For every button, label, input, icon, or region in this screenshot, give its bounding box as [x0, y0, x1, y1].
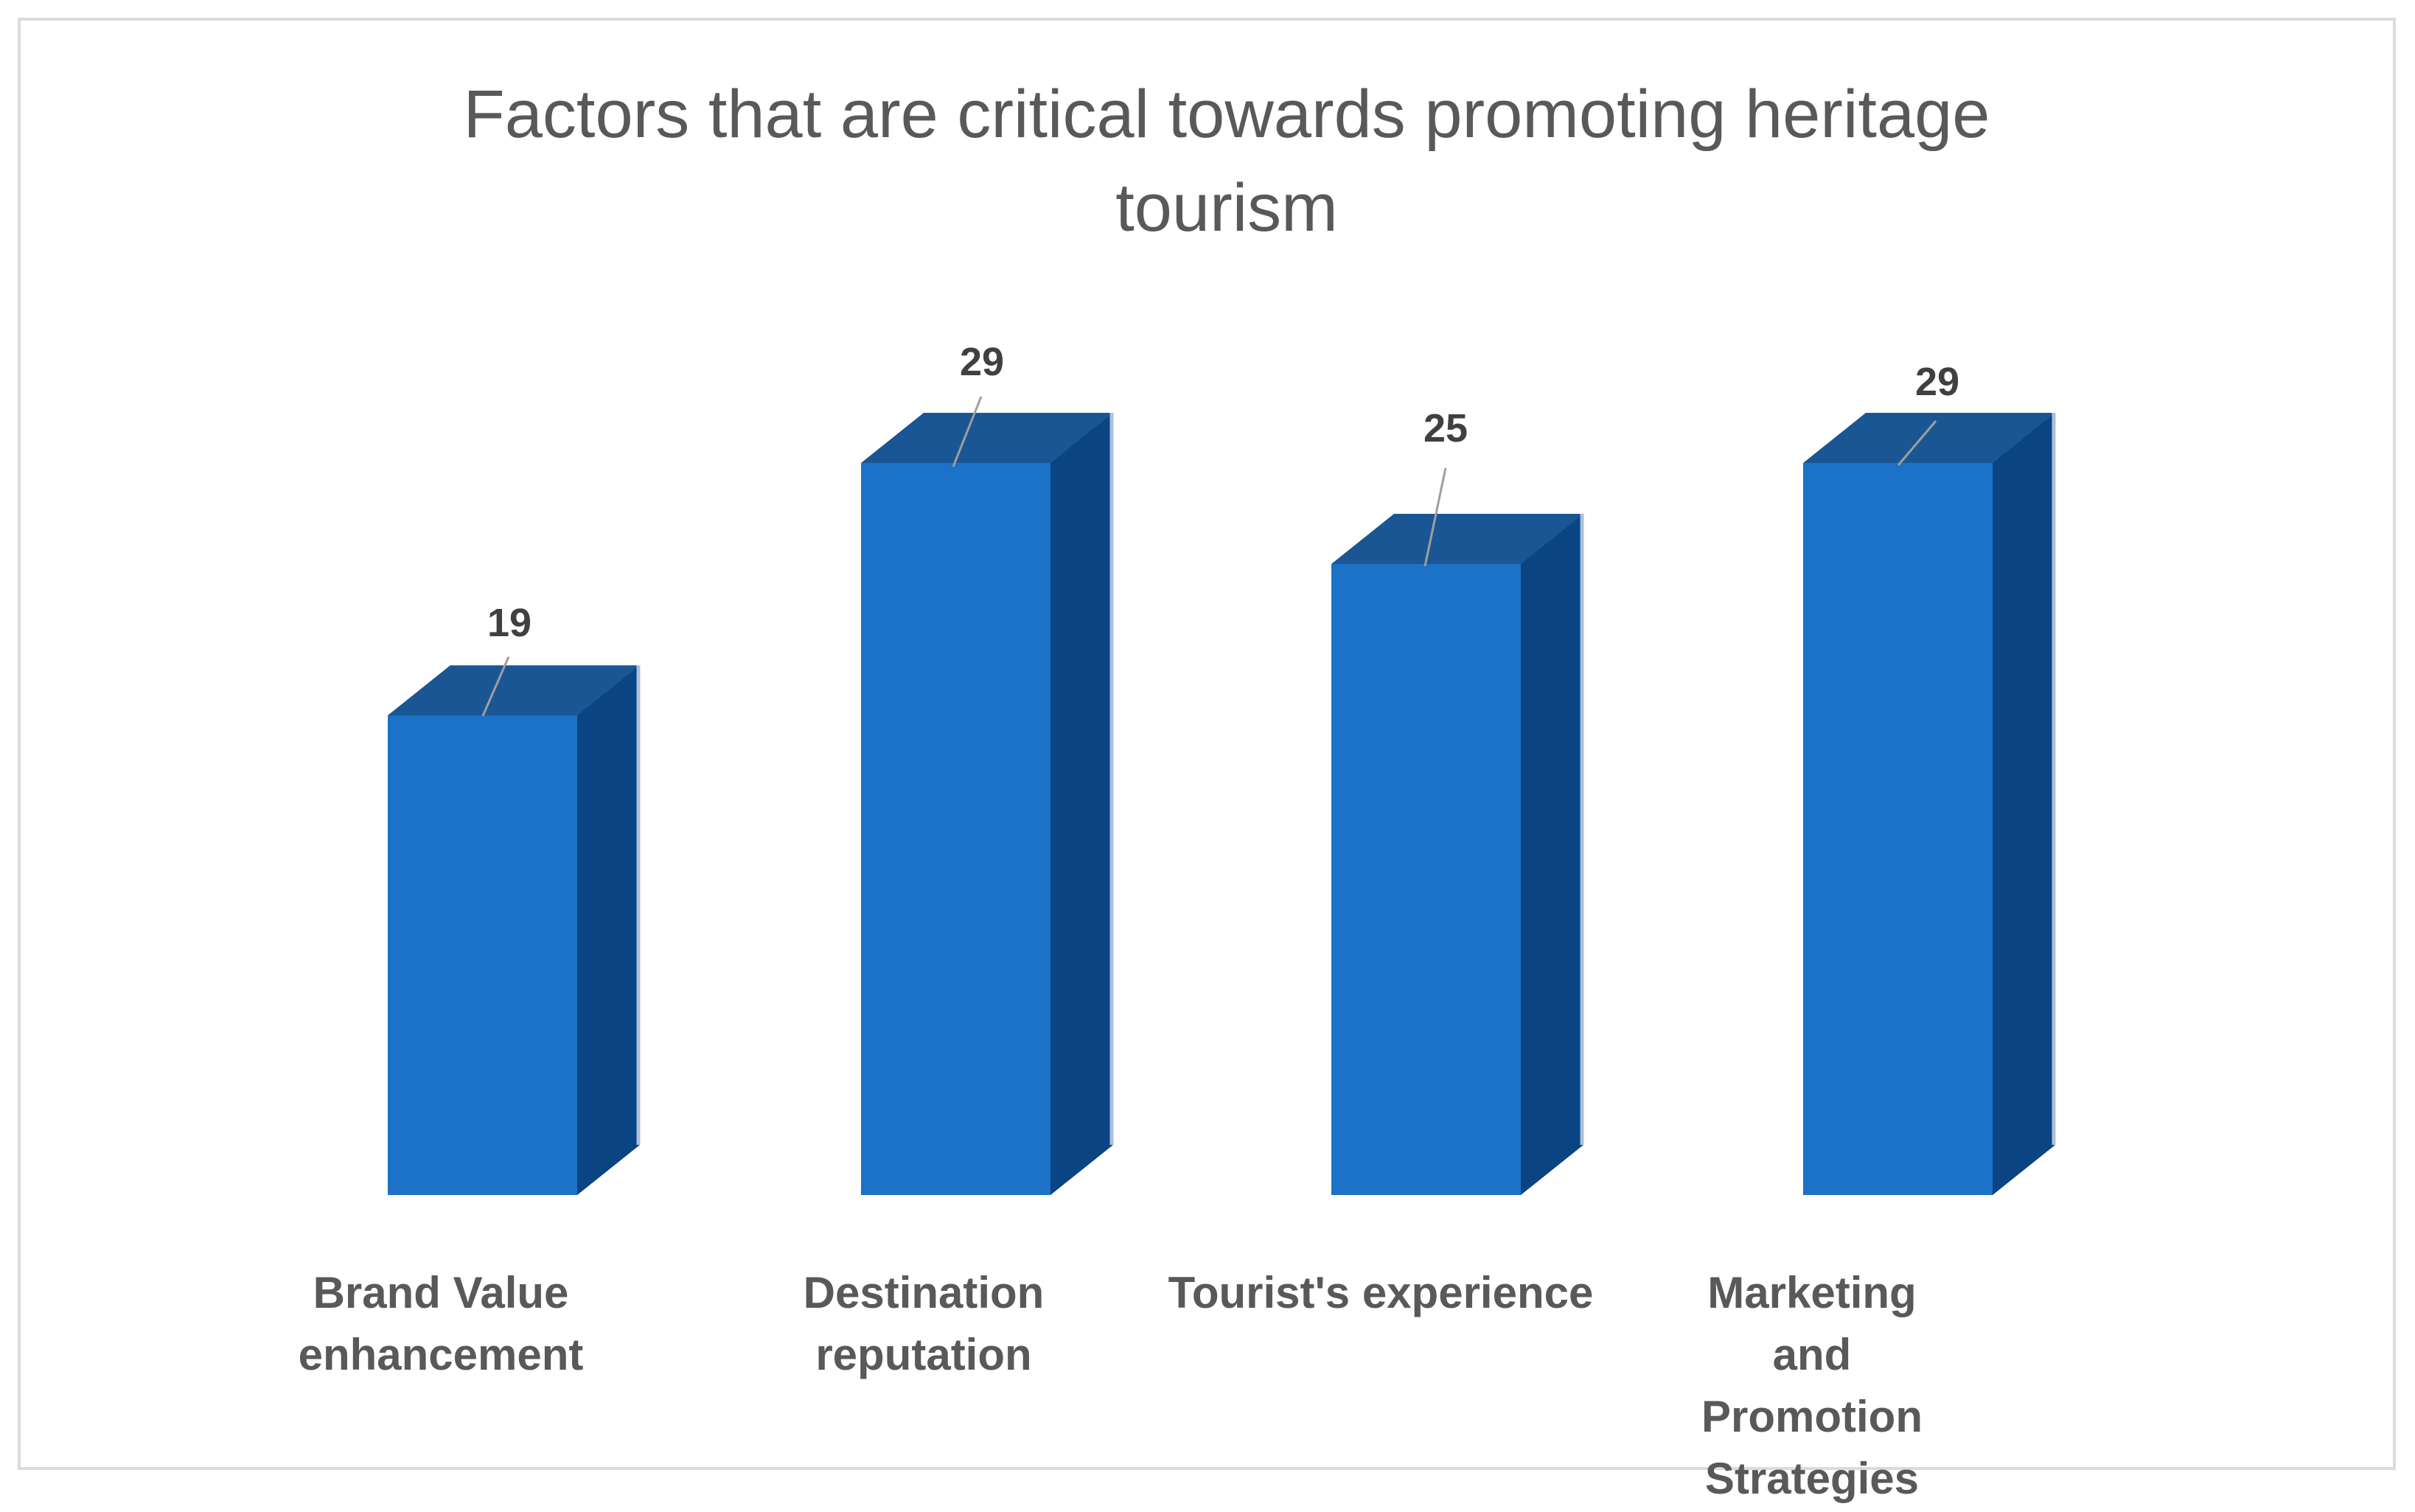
category-label: Brand Value enhancement — [298, 1268, 584, 1379]
bar-side-face — [1050, 413, 1113, 1195]
bar-top-face — [388, 665, 640, 716]
data-label: 29 — [1914, 360, 1960, 404]
bar-3d[interactable] — [388, 665, 641, 1195]
data-label-leader-line — [952, 396, 983, 467]
category-label: Tourist's experience — [1168, 1268, 1594, 1317]
data-label: 19 — [487, 601, 532, 645]
chart-title-line-2: tourism — [1115, 170, 1338, 245]
chart-frame[interactable]: Factors that are critical towards promot… — [18, 18, 2396, 1503]
bar-side-face — [1521, 514, 1583, 1195]
data-label: 29 — [959, 340, 1005, 384]
bar-front-face — [861, 463, 1050, 1195]
category-label: Marketing and Promotion Strategies — [1701, 1268, 1923, 1503]
bar-top-face — [1803, 413, 2055, 464]
plot-area — [388, 396, 2056, 1195]
chart-title-line-1: Factors that are critical towards promot… — [463, 77, 1990, 152]
bar-front-face — [388, 715, 577, 1195]
bar-side-face — [1993, 413, 2055, 1195]
bar-3d[interactable] — [1803, 413, 2056, 1195]
bar-front-face — [1803, 463, 1993, 1195]
bar-top-face — [1331, 514, 1583, 564]
data-label-leader-line — [1423, 467, 1447, 567]
bar-3d[interactable] — [1331, 514, 1584, 1195]
category-label: Destination reputation — [803, 1268, 1045, 1379]
bar-3d[interactable] — [861, 413, 1114, 1195]
bar-top-face — [861, 413, 1113, 464]
bar-front-face — [1331, 564, 1521, 1195]
chart-title: Factors that are critical towards promot… — [320, 68, 2133, 255]
bar-side-face — [577, 665, 640, 1195]
data-label-leader-line — [481, 656, 510, 717]
data-label: 25 — [1423, 406, 1468, 450]
data-label-leader-line — [1897, 420, 1937, 466]
